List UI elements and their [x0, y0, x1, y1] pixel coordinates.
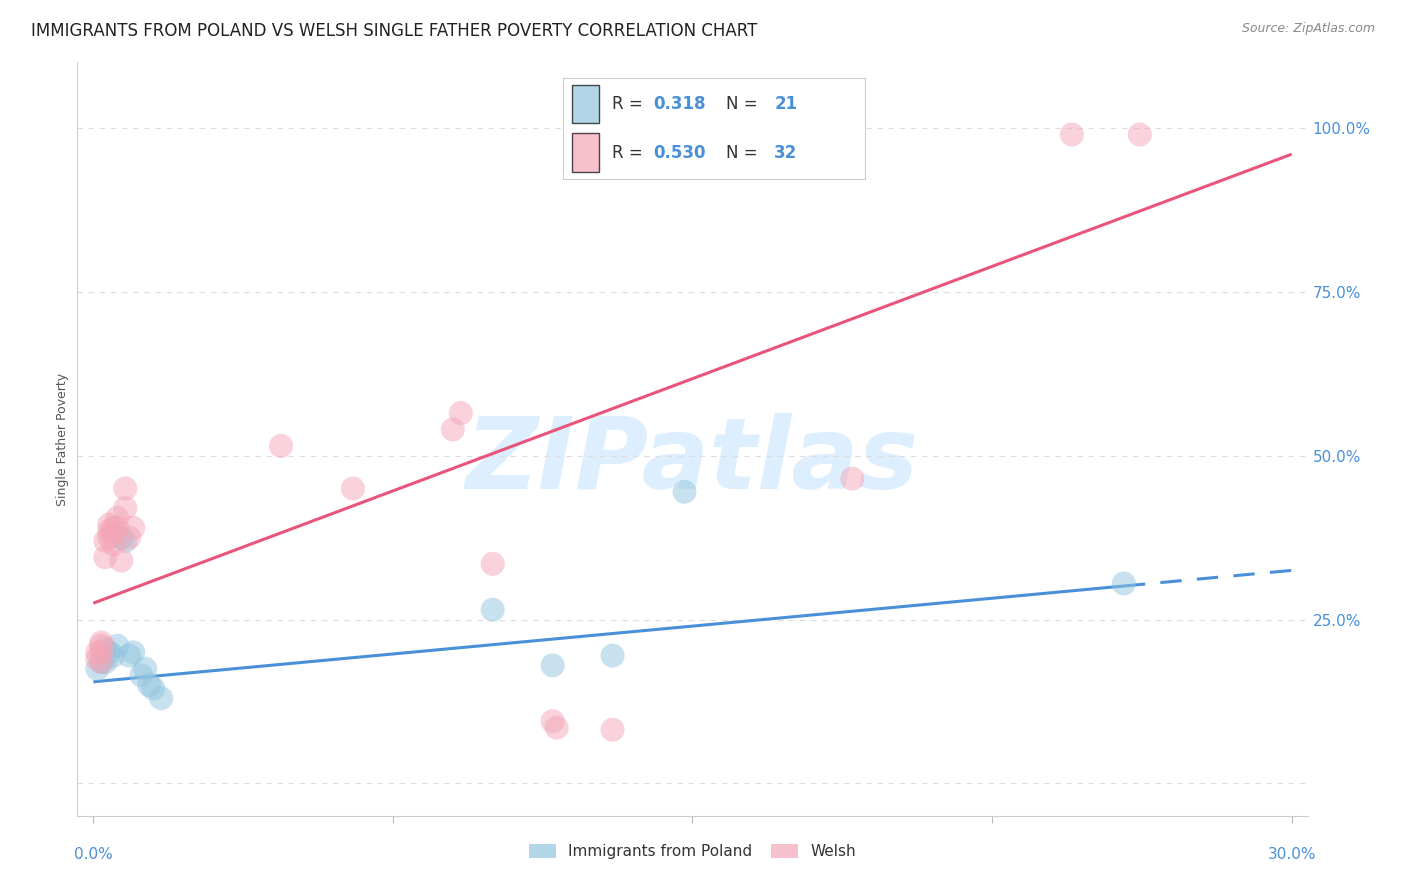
Point: [142, 681, 165, 696]
Text: ZIPatlas: ZIPatlas: [465, 413, 920, 510]
Text: 0.0%: 0.0%: [75, 847, 112, 862]
Point: [1129, 128, 1152, 142]
Point: [103, 648, 125, 663]
Point: [138, 678, 160, 692]
Point: [110, 553, 132, 567]
Point: [541, 714, 564, 728]
Point: [673, 484, 696, 499]
Point: [602, 723, 624, 737]
Point: [98, 524, 121, 538]
Point: [86, 652, 108, 666]
Point: [541, 658, 564, 673]
Point: [90, 645, 112, 659]
Point: [90, 655, 112, 669]
Point: [118, 531, 141, 545]
Point: [602, 648, 624, 663]
Point: [98, 645, 121, 659]
Point: [1112, 576, 1135, 591]
Point: [94, 533, 117, 548]
Point: [118, 648, 141, 663]
Point: [342, 482, 364, 496]
Point: [450, 406, 472, 420]
Point: [270, 439, 292, 453]
Point: [90, 655, 112, 669]
Point: [1060, 128, 1083, 142]
Point: [90, 635, 112, 649]
Point: [98, 517, 121, 532]
Legend: Immigrants from Poland, Welsh: Immigrants from Poland, Welsh: [523, 838, 862, 865]
Point: [86, 662, 108, 676]
Point: [122, 521, 145, 535]
Text: 30.0%: 30.0%: [1267, 847, 1316, 862]
Point: [122, 645, 145, 659]
Point: [841, 472, 863, 486]
Point: [86, 645, 108, 659]
Point: [150, 691, 173, 706]
Point: [103, 527, 125, 541]
Text: IMMIGRANTS FROM POLAND VS WELSH SINGLE FATHER POVERTY CORRELATION CHART: IMMIGRANTS FROM POLAND VS WELSH SINGLE F…: [31, 22, 758, 40]
Point: [105, 511, 128, 525]
Point: [98, 531, 121, 545]
Point: [114, 482, 136, 496]
Point: [110, 531, 132, 545]
Y-axis label: Single Father Poverty: Single Father Poverty: [56, 373, 69, 506]
Point: [134, 662, 156, 676]
Point: [94, 550, 117, 565]
Point: [481, 557, 503, 571]
Point: [105, 521, 128, 535]
Text: Source: ZipAtlas.com: Source: ZipAtlas.com: [1241, 22, 1375, 36]
Point: [103, 537, 125, 551]
Point: [481, 603, 503, 617]
Point: [94, 655, 117, 669]
Point: [441, 422, 464, 436]
Point: [546, 721, 568, 735]
Point: [105, 639, 128, 653]
Point: [129, 668, 152, 682]
Point: [114, 533, 136, 548]
Point: [103, 521, 125, 535]
Point: [90, 639, 112, 653]
Point: [114, 501, 136, 516]
Point: [94, 642, 117, 657]
